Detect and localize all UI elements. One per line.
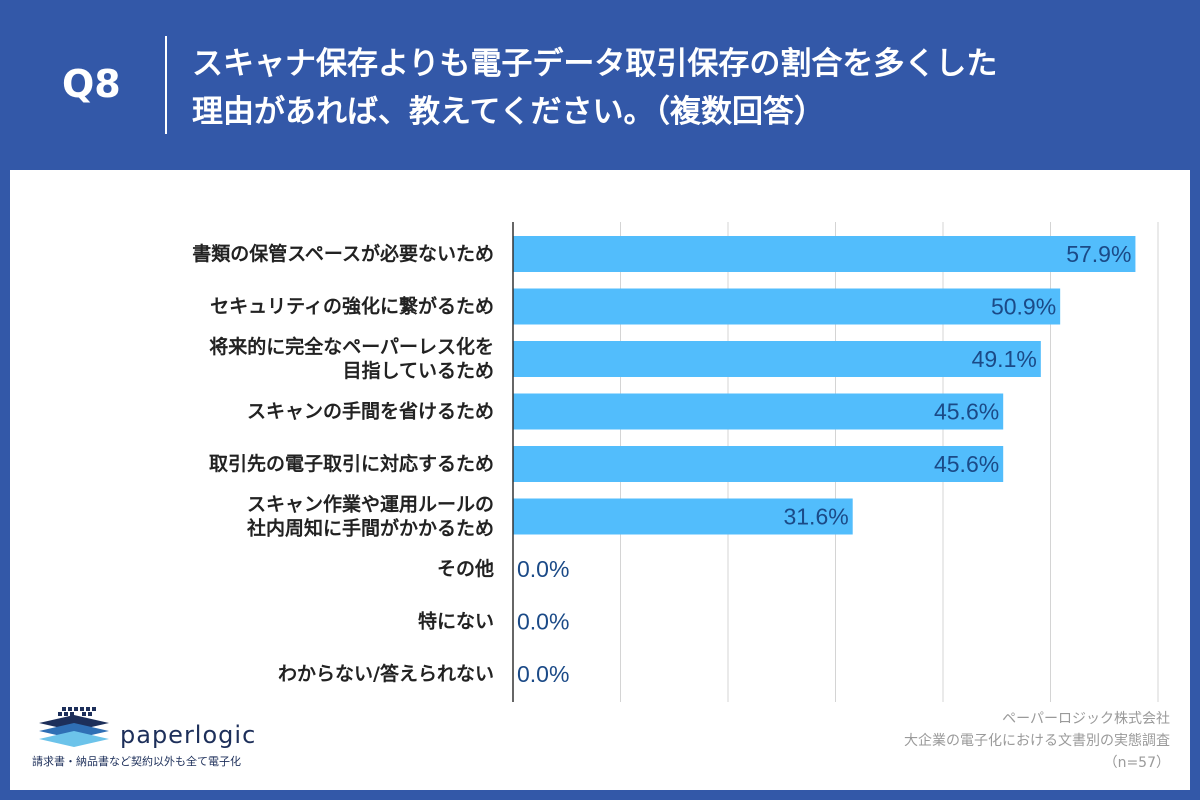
sample-size: （n=57） xyxy=(1103,755,1170,771)
category-label: 社内周知に手間がかかるため xyxy=(246,517,494,540)
value-label: 0.0% xyxy=(517,609,569,635)
value-label: 57.9% xyxy=(1066,241,1131,267)
value-label: 0.0% xyxy=(517,661,569,687)
bar xyxy=(513,236,1136,272)
value-label: 31.6% xyxy=(783,504,848,530)
category-label: 特にない xyxy=(418,611,494,633)
paperlogic-logo: paperlogic 請求書・納品書など契約以外も全て電子化 xyxy=(30,705,270,785)
bar xyxy=(513,498,853,535)
category-label: わからない/答えられない xyxy=(278,662,494,685)
brand-name: paperlogic xyxy=(120,721,257,749)
survey-name: 大企業の電子化における文書別の実態調査 xyxy=(904,733,1170,749)
bar xyxy=(513,341,1041,377)
category-label: 書類の保管スペースが必要ないため xyxy=(192,242,494,265)
logo-mark-icon xyxy=(39,707,109,747)
category-label: 取引先の電子取引に対応するため xyxy=(209,452,494,475)
value-label: 50.9% xyxy=(991,294,1056,320)
chart-panel: 57.9% 書類の保管スペースが必要ないため 50.9% セキュリティの強化に繋がるた… xyxy=(10,170,1190,790)
question-title-line-1: スキャナ保存よりも電子データ取引保存の割合を多くした xyxy=(192,46,998,82)
question-title: スキャナ保存よりも電子データ取引保存の割合を多くした 理由があれば、教えてくださ… xyxy=(192,40,1182,136)
bar xyxy=(513,393,1004,430)
value-label: 45.6% xyxy=(934,451,999,477)
bar-chart: 57.9% 書類の保管スペースが必要ないため 50.9% セキュリティの強化に繋がるた… xyxy=(192,222,1159,702)
bar xyxy=(513,288,1061,325)
source-note: ペーパーロジック株式会社 大企業の電子化における文書別の実態調査 （n=57） xyxy=(840,708,1170,774)
header-divider xyxy=(165,36,167,134)
company-name: ペーパーロジック株式会社 xyxy=(1002,711,1170,727)
question-title-line-2: 理由があれば、教えてください。（複数回答） xyxy=(192,94,826,130)
category-label: スキャンの手間を省けるため xyxy=(247,400,494,423)
brand-tagline: 請求書・納品書など契約以外も全て電子化 xyxy=(32,755,241,768)
category-label: スキャン作業や運用ルールの xyxy=(247,493,494,516)
value-label: 45.6% xyxy=(934,399,999,425)
header: Q8 スキャナ保存よりも電子データ取引保存の割合を多くした 理由があれば、教えて… xyxy=(0,0,1200,168)
category-label: 将来的に完全なペーパーレス化を xyxy=(209,335,494,358)
value-label: 49.1% xyxy=(972,346,1037,372)
question-number: Q8 xyxy=(62,62,121,106)
bar xyxy=(513,446,1004,482)
category-label: 目指しているため xyxy=(343,360,494,382)
category-label: セキュリティの強化に繋がるため xyxy=(210,295,494,318)
category-label: その他 xyxy=(437,557,494,580)
value-label: 0.0% xyxy=(517,556,569,582)
